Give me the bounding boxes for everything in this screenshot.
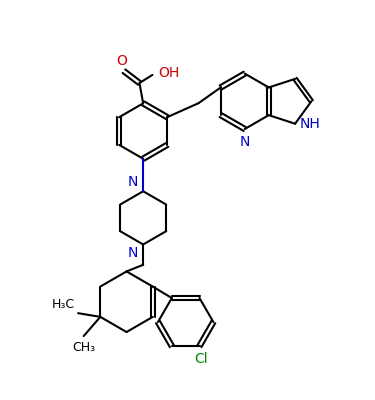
Text: Cl: Cl: [195, 352, 208, 366]
Text: NH: NH: [300, 117, 320, 131]
Text: H₃C: H₃C: [52, 298, 75, 311]
Text: OH: OH: [158, 66, 179, 80]
Text: N: N: [128, 246, 138, 260]
Text: N: N: [128, 176, 138, 190]
Text: N: N: [240, 134, 250, 148]
Text: CH₃: CH₃: [72, 340, 95, 354]
Text: O: O: [117, 54, 128, 68]
